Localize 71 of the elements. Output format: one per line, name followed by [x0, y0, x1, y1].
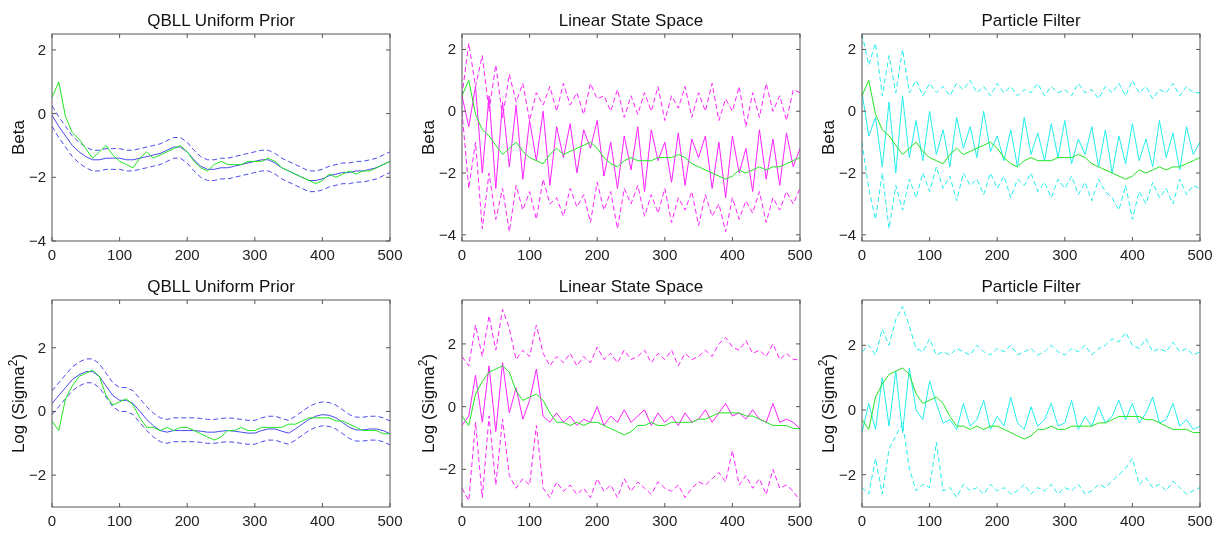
x-tick-label: 300	[652, 512, 678, 529]
y-tick-label: 0	[447, 397, 456, 415]
y-tick-label: −2	[438, 460, 456, 478]
y-tick-label: 0	[847, 102, 856, 120]
line-series	[862, 92, 1200, 174]
x-tick-label: 400	[719, 512, 745, 529]
x-tick-label: 100	[917, 512, 943, 529]
x-tick-label: 500	[1187, 246, 1213, 263]
x-tick-label: 300	[1052, 246, 1078, 263]
x-tick-label: 100	[917, 246, 943, 263]
y-tick-label: 0	[847, 400, 856, 418]
x-tick-label: 400	[309, 512, 335, 529]
y-tick-label: −4	[28, 232, 46, 249]
x-tick-label: 200	[174, 512, 200, 529]
chart-title: Particle Filter	[981, 277, 1081, 296]
x-tick-label: 100	[107, 512, 133, 529]
line-series	[52, 105, 390, 172]
x-tick-label: 500	[377, 512, 403, 529]
y-axis-title: Beta	[819, 119, 838, 155]
x-tick-label: 100	[517, 246, 543, 263]
y-tick-label: −2	[838, 164, 856, 182]
x-tick-label: 200	[984, 246, 1010, 263]
y-tick-label: 2	[447, 334, 456, 352]
x-tick-label: 500	[377, 246, 403, 263]
x-tick-label: 200	[584, 246, 610, 263]
y-tick-label: 0	[37, 104, 46, 122]
y-tick-label: 2	[37, 40, 46, 58]
x-tick-label: 400	[719, 246, 745, 263]
line-series	[52, 358, 390, 422]
x-tick-label: 300	[242, 246, 268, 263]
line-series	[862, 305, 1200, 356]
x-tick-label: 300	[242, 512, 268, 529]
y-tick-label: −2	[838, 465, 856, 483]
x-tick-label: 500	[787, 246, 813, 263]
line-series	[462, 79, 800, 180]
y-tick-label: −2	[28, 466, 46, 484]
x-tick-label: 500	[787, 512, 813, 529]
x-tick-label: 200	[584, 512, 610, 529]
line-series	[52, 382, 390, 446]
chart-title: Linear State Space	[558, 277, 704, 296]
y-tick-label: 2	[447, 40, 456, 58]
x-tick-label: 200	[174, 246, 200, 263]
x-tick-label: 300	[652, 246, 678, 263]
line-series	[52, 125, 390, 193]
line-series	[52, 81, 390, 185]
line-series	[462, 308, 800, 367]
y-axis-title: Beta	[419, 119, 438, 155]
x-tick-label: 100	[517, 512, 543, 529]
x-tick-label: 400	[309, 246, 335, 263]
chart-title: QBLL Uniform Prior	[147, 277, 296, 296]
x-tick-label: 400	[1119, 246, 1145, 263]
y-tick-label: 2	[847, 336, 856, 354]
y-tick-label: −2	[28, 168, 46, 186]
y-tick-label: 2	[37, 338, 46, 356]
x-tick-label: 200	[984, 512, 1010, 529]
x-tick-label: 400	[1119, 512, 1145, 529]
line-series	[862, 79, 1200, 180]
y-tick-label: −4	[438, 225, 456, 243]
y-tick-label: 0	[447, 102, 456, 120]
y-tick-label: −2	[438, 164, 456, 182]
x-tick-label: 300	[1052, 512, 1078, 529]
line-series	[462, 415, 800, 502]
chart-title: QBLL Uniform Prior	[147, 11, 296, 30]
x-tick-label: 100	[107, 246, 133, 263]
chart-title: Particle Filter	[981, 11, 1081, 30]
x-tick-label: 500	[1187, 512, 1213, 529]
y-tick-label: 0	[37, 402, 46, 420]
y-tick-label: −4	[838, 225, 856, 243]
y-axis-title: Beta	[9, 119, 28, 155]
y-tick-label: 2	[847, 40, 856, 58]
chart-title: Linear State Space	[558, 11, 704, 30]
